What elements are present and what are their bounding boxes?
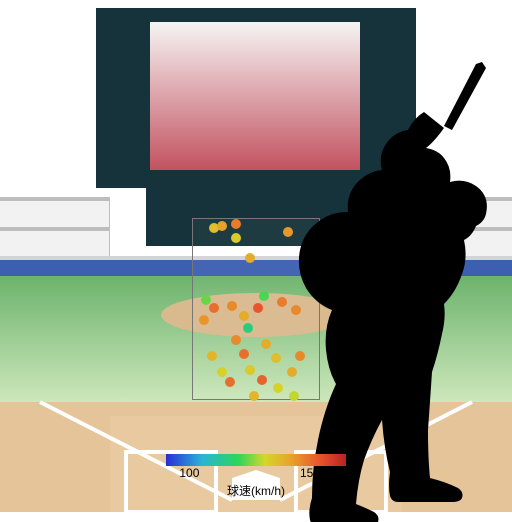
pitch-marker (227, 301, 237, 311)
pitch-marker (243, 323, 253, 333)
pitch-marker (245, 253, 255, 263)
pitch-marker (217, 367, 227, 377)
pitch-marker (217, 221, 227, 231)
pitch-marker (231, 233, 241, 243)
pitch-marker (283, 227, 293, 237)
pitch-marker (253, 303, 263, 313)
pitch-marker (271, 353, 281, 363)
batter-silhouette (298, 62, 512, 522)
pitch-marker (277, 297, 287, 307)
pitch-marker (257, 375, 267, 385)
pitch-marker (239, 311, 249, 321)
pitch-marker (259, 291, 269, 301)
pitch-marker (225, 377, 235, 387)
pitch-marker (231, 335, 241, 345)
legend-label: 球速(km/h) (166, 482, 346, 499)
pitch-marker (239, 349, 249, 359)
pitch-marker (273, 383, 283, 393)
pitch-marker (199, 315, 209, 325)
legend-tick: 100 (179, 466, 199, 480)
pitch-marker (249, 391, 259, 401)
pitch-marker (207, 351, 217, 361)
pitch-marker (287, 367, 297, 377)
legend-tick: 150 (300, 466, 320, 480)
pitch-marker (245, 365, 255, 375)
pitch-marker (261, 339, 271, 349)
pitch-location-chart: 100 150 球速(km/h) (0, 0, 512, 512)
legend-ticks: 100 150 (166, 466, 346, 480)
pitch-marker (231, 219, 241, 229)
pitch-marker (209, 303, 219, 313)
speed-legend: 100 150 球速(km/h) (166, 454, 346, 499)
legend-gradient (166, 454, 346, 466)
